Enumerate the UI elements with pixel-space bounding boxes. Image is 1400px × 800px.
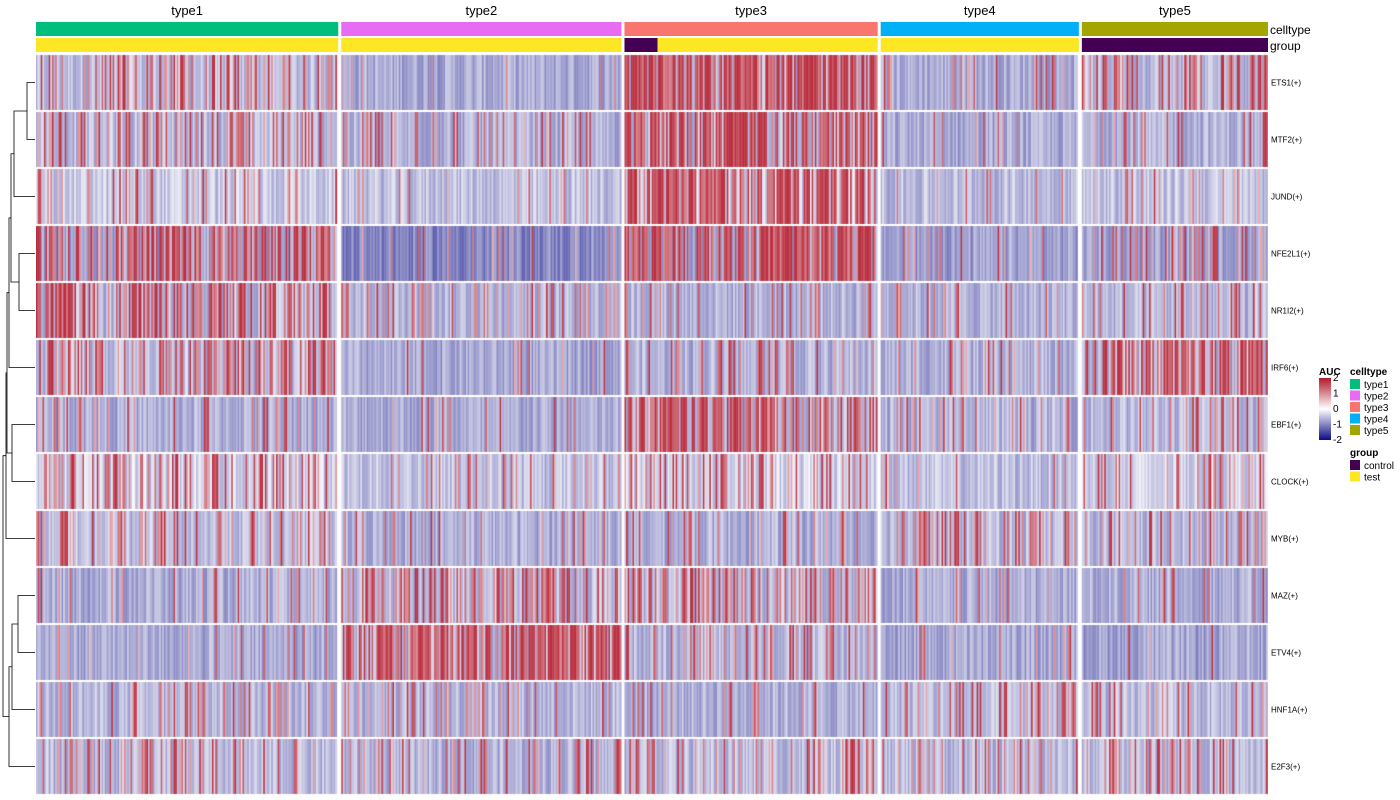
group-bar-test-type4: [880, 38, 1079, 52]
row-label: CLOCK(+): [1271, 478, 1309, 487]
group-bar-control-type5: [1081, 38, 1268, 52]
legend-label-control: control: [1364, 461, 1394, 472]
row-label: NR1I2(+): [1271, 307, 1304, 316]
celltype-title-type1: type1: [171, 3, 203, 18]
dendrogram-branch: [13, 110, 35, 197]
legend-swatch-type1: [1350, 379, 1360, 389]
celltype-bar-type3: [624, 22, 878, 36]
legend-label-type5: type5: [1364, 426, 1389, 437]
group-bar-test-type1: [36, 38, 339, 52]
legend-swatch-test: [1350, 471, 1360, 482]
auc-tick-label: 2: [1333, 373, 1339, 384]
row-label: HNF1A(+): [1271, 706, 1308, 715]
row-label: EBF1(+): [1271, 421, 1301, 430]
dendrogram-branch: [26, 82, 35, 140]
row-label: IRF6(+): [1271, 364, 1299, 373]
legend-swatch-type3: [1350, 402, 1360, 412]
row-label: MTF2(+): [1271, 136, 1302, 145]
legend-title-auc: AUC: [1319, 367, 1341, 378]
row-label: MAZ(+): [1271, 592, 1298, 601]
legend-swatch-type4: [1350, 413, 1360, 424]
group-bar-test-type3: [657, 38, 878, 52]
legend-swatch-type2: [1350, 390, 1360, 401]
dendrogram-branch: [6, 292, 12, 454]
group-bar-control-type3: [624, 38, 658, 52]
dendrogram-branch: [18, 253, 35, 311]
legend-label-test: test: [1364, 473, 1380, 484]
legend-label-type1: type1: [1364, 380, 1389, 391]
auc-colorbar: [1319, 378, 1331, 440]
celltype-bar-type4: [880, 22, 1079, 36]
celltype-title-type2: type2: [465, 3, 497, 18]
dendrogram-branch: [11, 623, 35, 710]
column-annotations: type1 type2 type3 type4 type5 celltype group: [36, 3, 1311, 53]
row-label: ETS1(+): [1271, 79, 1301, 88]
row-dendrogram: [2, 82, 35, 767]
heatmap-body: [36, 54, 1268, 795]
celltype-title-type4: type4: [964, 3, 996, 18]
legend-title-celltype: celltype: [1350, 367, 1388, 378]
celltype-bar-type5: [1081, 22, 1268, 36]
celltype-bar-type1: [36, 22, 339, 36]
row-label: JUND(+): [1271, 193, 1303, 202]
row-label: ETV4(+): [1271, 649, 1301, 658]
celltype-bar-type2: [341, 22, 622, 36]
celltype-title-type3: type3: [735, 3, 767, 18]
auc-tick-label: -1: [1333, 420, 1342, 431]
auc-tick-label: -2: [1333, 435, 1342, 446]
dendrogram-branch: [5, 372, 35, 539]
legend-title-group: group: [1350, 448, 1378, 459]
dendrogram-branch: [17, 595, 35, 653]
row-labels: ETS1(+) MTF2(+) JUND(+) NFE2L1(+) NR1I2(+) IR…: [1271, 79, 1311, 772]
legend-swatch-type5: [1350, 425, 1360, 435]
celltype-title-type5: type5: [1159, 3, 1191, 18]
group-bar-test-type2: [341, 38, 622, 52]
row-label: MYB(+): [1271, 535, 1299, 544]
annotation-label-celltype: celltype: [1270, 23, 1311, 37]
dendrogram-branch: [10, 153, 19, 283]
legend-label-type3: type3: [1364, 403, 1389, 414]
legend-swatch-control: [1350, 460, 1360, 470]
auc-tick-label: 0: [1333, 404, 1339, 415]
legend-label-type4: type4: [1364, 415, 1389, 426]
annotation-label-group: group: [1270, 39, 1301, 53]
auc-tick-label: 1: [1333, 389, 1339, 400]
dendrogram-branch: [8, 217, 35, 368]
dendrogram-branch: [2, 455, 9, 718]
dendrogram-branch: [8, 666, 35, 767]
legend-label-type2: type2: [1364, 392, 1389, 403]
dendrogram-branch: [11, 424, 35, 482]
row-label: NFE2L1(+): [1271, 250, 1311, 259]
row-label: E2F3(+): [1271, 763, 1300, 772]
